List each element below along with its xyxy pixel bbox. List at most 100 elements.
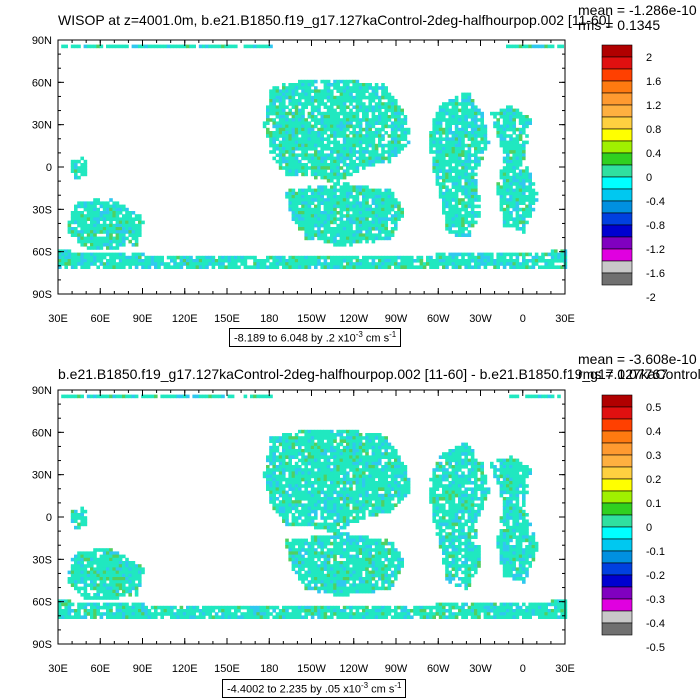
field-cell xyxy=(118,243,123,247)
field-cell xyxy=(317,455,321,459)
field-cell xyxy=(352,211,356,215)
field-cell xyxy=(368,230,372,234)
field-cell xyxy=(317,442,321,447)
field-cell xyxy=(288,461,292,466)
field-cell xyxy=(314,433,318,437)
field-cell xyxy=(445,201,449,205)
field-cell xyxy=(294,500,299,504)
field-cell xyxy=(355,169,360,173)
field-cell xyxy=(371,92,376,97)
field-cell xyxy=(342,481,347,485)
field-cell xyxy=(134,236,139,241)
field-cell xyxy=(506,220,510,225)
field-cell xyxy=(518,506,523,511)
field-cell xyxy=(355,217,360,221)
field-cell xyxy=(336,461,340,466)
field-cell xyxy=(474,255,478,260)
field-cell xyxy=(214,259,219,263)
field-cell xyxy=(230,262,235,266)
field-cell xyxy=(378,204,382,209)
field-cell xyxy=(342,191,347,196)
field-cell xyxy=(333,230,337,234)
field-cell xyxy=(461,509,465,514)
field-cell xyxy=(173,255,177,260)
field-cell xyxy=(365,436,369,440)
field-cell xyxy=(291,159,296,164)
field-cell xyxy=(362,442,366,447)
field-cell xyxy=(454,230,459,234)
field-cell xyxy=(365,127,369,132)
field-cell xyxy=(394,111,398,116)
field-cell xyxy=(288,262,292,266)
field-cell xyxy=(454,153,459,157)
field-cell xyxy=(384,497,388,501)
field-cell xyxy=(368,439,372,443)
field-cell xyxy=(470,211,475,215)
field-cell xyxy=(106,262,110,266)
field-cell xyxy=(362,220,366,225)
field-cell xyxy=(374,198,379,202)
field-cell xyxy=(525,465,529,469)
field-cell xyxy=(317,429,321,434)
field-cell xyxy=(234,255,238,260)
field-cell xyxy=(464,503,468,507)
field-cell xyxy=(336,455,340,459)
field-cell xyxy=(403,474,408,479)
field-cell xyxy=(362,147,366,151)
field-cell xyxy=(250,44,254,49)
field-cell xyxy=(368,150,372,154)
field-cell xyxy=(384,195,388,199)
field-cell xyxy=(326,153,331,157)
field-cell xyxy=(445,169,449,173)
field-cell xyxy=(339,436,344,440)
field-cell xyxy=(342,163,347,167)
field-cell xyxy=(352,439,356,443)
field-cell xyxy=(387,230,392,234)
field-cell xyxy=(442,175,446,180)
field-cell xyxy=(467,182,472,186)
field-cell xyxy=(109,239,113,244)
field-cell xyxy=(317,503,321,507)
field-cell xyxy=(368,500,372,504)
field-cell xyxy=(394,227,398,231)
field-cell xyxy=(323,201,328,205)
field-cell xyxy=(342,490,347,495)
field-cell xyxy=(154,265,158,269)
field-cell xyxy=(518,118,523,122)
field-cell xyxy=(387,484,392,488)
field-cell xyxy=(298,166,302,170)
field-cell xyxy=(269,452,273,456)
field-cell xyxy=(470,102,475,106)
field-cell xyxy=(330,481,334,485)
field-cell xyxy=(358,262,363,266)
field-cell xyxy=(272,121,276,125)
field-cell xyxy=(326,188,331,193)
field-cell xyxy=(419,265,424,269)
field-cell xyxy=(128,233,132,237)
field-cell xyxy=(266,115,270,119)
field-cell xyxy=(499,481,504,485)
field-cell xyxy=(317,484,321,488)
field-cell xyxy=(278,513,283,517)
field-cell xyxy=(304,433,308,437)
field-cell xyxy=(358,105,363,109)
field-cell xyxy=(330,442,334,447)
field-cell xyxy=(435,484,440,488)
field-cell xyxy=(493,124,497,129)
field-cell xyxy=(458,481,462,485)
field-cell xyxy=(493,465,497,469)
field-cell xyxy=(384,236,388,241)
field-cell xyxy=(307,140,312,145)
field-cell xyxy=(368,131,372,135)
field-cell xyxy=(442,118,446,122)
field-cell xyxy=(509,503,513,507)
field-cell xyxy=(387,481,392,485)
field-cell xyxy=(381,255,385,260)
field-cell xyxy=(298,191,302,196)
field-cell xyxy=(323,465,328,469)
field-cell xyxy=(342,214,347,218)
field-cell xyxy=(355,465,360,469)
field-cell xyxy=(378,442,382,447)
y-tick-label: 0 xyxy=(46,162,52,174)
field-cell xyxy=(390,230,395,234)
